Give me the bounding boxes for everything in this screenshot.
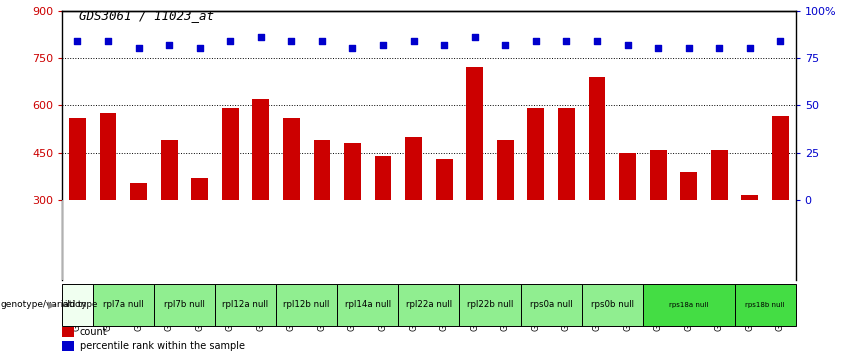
Bar [253,99,269,200]
Text: genotype/variation: genotype/variation [1,301,87,309]
Bar [93,284,154,326]
Text: rpl14a null: rpl14a null [345,301,391,309]
Bar [313,140,330,200]
Point [499,42,512,47]
Point [101,38,115,44]
Bar [497,140,514,200]
Text: rpl22a null: rpl22a null [406,301,452,309]
Bar [711,149,728,200]
Bar [161,140,178,200]
Point [407,38,420,44]
Text: percentile rank within the sample: percentile rank within the sample [80,341,245,351]
Bar [130,183,147,200]
Bar [528,108,545,200]
Point [651,46,665,51]
Text: rps0b null: rps0b null [591,301,634,309]
Bar [154,284,215,326]
Bar [62,327,74,337]
Text: rpl12b null: rpl12b null [283,301,330,309]
Bar [582,284,643,326]
Point [529,38,543,44]
Point [346,46,359,51]
Text: wild type: wild type [58,301,97,309]
Point [315,38,328,44]
Bar [589,77,605,200]
Bar [69,118,86,200]
Bar [734,284,796,326]
Bar [460,284,521,326]
Point [682,46,695,51]
Bar [398,284,460,326]
Point [284,38,298,44]
Bar [680,172,697,200]
Bar [649,149,666,200]
Point [193,46,207,51]
Point [376,42,390,47]
Bar [191,178,208,200]
Text: count: count [80,327,107,337]
Bar [215,284,276,326]
Bar [405,137,422,200]
Point [224,38,237,44]
Bar [374,156,391,200]
Bar [222,108,238,200]
Bar [521,284,582,326]
Bar [643,284,734,326]
Bar [337,284,398,326]
Point [774,38,787,44]
Bar [276,284,337,326]
Point [132,46,146,51]
Point [591,38,604,44]
Point [620,42,634,47]
Text: rps0a null: rps0a null [530,301,573,309]
Text: rpl12a null: rpl12a null [222,301,269,309]
Bar [436,159,453,200]
Text: rps18b null: rps18b null [745,302,785,308]
Point [254,34,267,40]
Bar [558,108,575,200]
Bar [772,116,789,200]
Point [163,42,176,47]
Bar [62,284,93,326]
Bar [466,67,483,200]
Text: rps18a null: rps18a null [669,302,708,308]
Point [712,46,726,51]
Bar [62,341,74,351]
Bar [100,113,117,200]
Point [743,46,757,51]
Text: rpl7b null: rpl7b null [164,301,205,309]
Bar [741,195,758,200]
Text: rpl22b null: rpl22b null [467,301,513,309]
Point [71,38,84,44]
Text: ▶: ▶ [48,300,55,310]
Bar [620,153,636,200]
Point [437,42,451,47]
Text: GDS3061 / 11023_at: GDS3061 / 11023_at [79,9,214,22]
Bar [283,118,300,200]
Point [468,34,482,40]
Point [560,38,574,44]
Text: rpl7a null: rpl7a null [103,301,144,309]
Bar [344,143,361,200]
